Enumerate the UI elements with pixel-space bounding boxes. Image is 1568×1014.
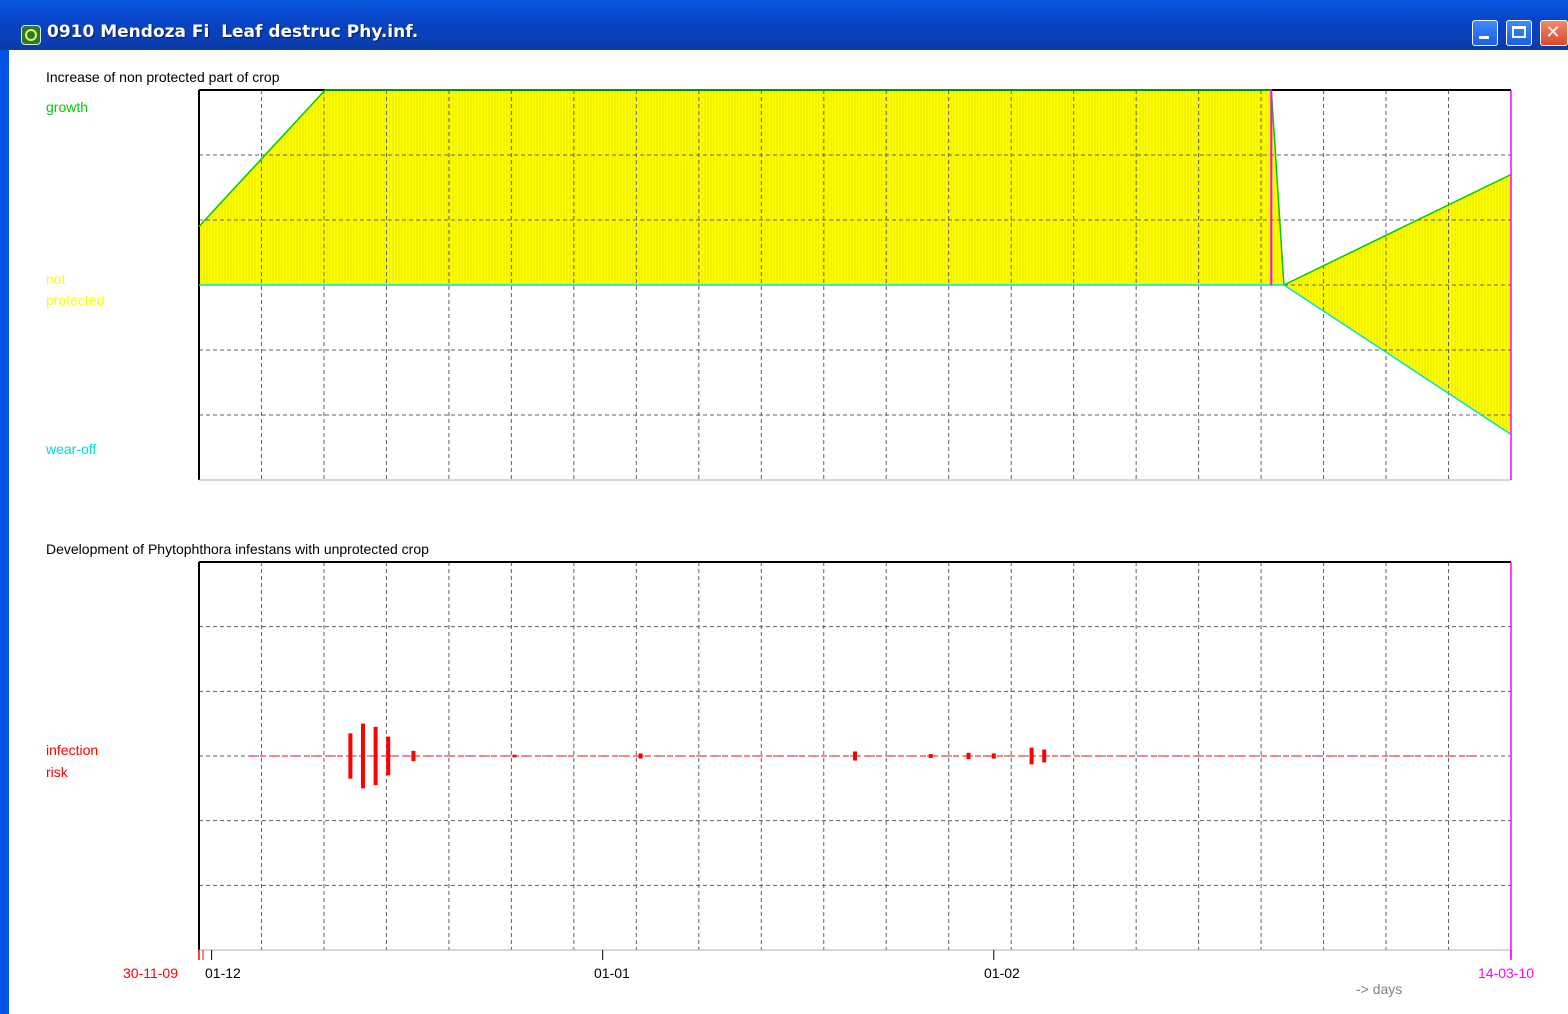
title-bar[interactable]: 0910 Mendoza Fi Leaf destruc Phy.inf. ✕ [0, 0, 1568, 50]
protected-label: protected [46, 292, 105, 308]
app-logo-icon[interactable] [21, 25, 41, 45]
risk-spike [361, 723, 365, 789]
risk-spike [966, 752, 971, 760]
plots-svg [198, 89, 1512, 960]
wear-off-label: wear-off [46, 441, 97, 457]
chart-area: Increase of non protected part of crop g… [9, 50, 1568, 1014]
minimize-icon [1479, 36, 1489, 39]
tick-label-jan: 01-01 [594, 965, 630, 981]
risk-spike [1029, 747, 1034, 765]
top-chart-title: Increase of non protected part of crop [46, 69, 280, 85]
tick-label-feb: 01-02 [984, 965, 1020, 981]
bottom-chart-title: Development of Phytophthora infestans wi… [46, 541, 429, 557]
risk-spike [411, 750, 416, 762]
top-chart [198, 89, 1512, 481]
risk-spike [638, 753, 643, 759]
risk-spike [991, 753, 996, 759]
risk-spike [853, 751, 857, 761]
wear-off-line [199, 284, 1512, 436]
risk-spike [348, 733, 353, 779]
infection-label: infection [46, 742, 99, 758]
start-date-label: 30-11-09 [123, 965, 179, 981]
risk-spike [386, 736, 391, 776]
window-title: 0910 Mendoza Fi Leaf destruc Phy.inf. [47, 22, 419, 42]
risk-label: risk [46, 764, 68, 780]
risk-spike [373, 726, 378, 786]
maximize-icon [1512, 26, 1526, 38]
maximize-button[interactable] [1506, 20, 1532, 46]
close-button[interactable]: ✕ [1540, 20, 1568, 46]
growth-label: growth [46, 99, 89, 115]
end-date-label: 14-03-10 [1478, 965, 1535, 981]
bottom-chart [198, 561, 1512, 960]
tick-label-dec: 01-12 [205, 965, 241, 981]
risk-spike [1042, 749, 1047, 763]
minimize-button[interactable] [1472, 20, 1498, 46]
close-icon: ✕ [1545, 22, 1561, 43]
days-unit-label: -> days [1356, 981, 1403, 997]
risk-spike [512, 754, 517, 758]
risk-spike [928, 754, 933, 758]
not-label: not [46, 271, 66, 287]
